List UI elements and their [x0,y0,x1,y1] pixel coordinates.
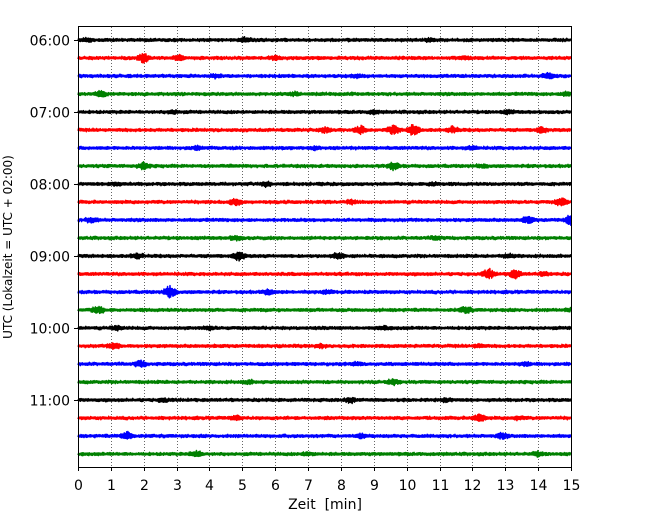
y-axis-label: UTC (Lokalzeit = UTC + 02:00) [1,155,15,339]
x-tick-label: 5 [238,478,247,494]
trace-0830 [77,214,572,227]
trace-0600 [77,35,572,44]
trace-0845 [77,234,572,242]
trace-0645 [77,89,572,98]
x-tick-label: 2 [140,478,149,494]
x-tick-label: 13 [497,478,515,494]
y-ticks: 06:00 07:00 08:00 09:00 10:00 11:00 [30,34,78,410]
x-tick-label: 6 [271,478,280,494]
trace-0615 [77,53,572,64]
trace-0915 [77,267,572,280]
y-tick-label: 11:00 [30,394,70,410]
y-tick-label: 10:00 [30,322,70,338]
traces [77,35,572,458]
x-tick-label: 7 [304,478,313,494]
trace-0715 [77,123,572,136]
y-tick-label: 07:00 [30,106,70,122]
x-ticks: 0 1 2 3 4 5 6 7 8 9 10 11 12 13 14 15 [74,467,580,494]
trace-0815 [77,197,572,207]
plot-frame [78,26,572,468]
y-tick-label: 09:00 [30,250,70,266]
x-tick-label: 15 [563,478,581,494]
trace-0700 [77,108,572,116]
x-tick-label: 4 [205,478,214,494]
trace-1100 [77,396,572,405]
trace-1015 [77,342,572,351]
x-tick-label: 12 [464,478,482,494]
x-tick-label: 3 [173,478,182,494]
x-grid [111,27,539,467]
trace-1115 [77,413,572,422]
trace-0800 [77,180,572,189]
trace-1030 [77,359,572,368]
trace-1130 [77,430,572,440]
trace-1000 [77,324,572,332]
trace-0745 [77,160,572,172]
trace-0930 [77,284,572,299]
trace-0900 [77,251,572,262]
x-tick-label: 10 [399,478,417,494]
x-tick-label: 14 [530,478,548,494]
x-tick-label: 0 [74,478,83,494]
y-tick-label: 06:00 [30,34,70,50]
x-axis-label: Zeit [min] [288,497,362,513]
trace-1045 [77,378,572,387]
trace-0630 [77,71,572,80]
x-tick-label: 9 [370,478,379,494]
trace-0730 [77,144,572,152]
y-tick-label: 08:00 [30,178,70,194]
x-tick-label: 11 [432,478,450,494]
trace-0945 [77,305,572,315]
trace-1145 [77,449,572,458]
x-tick-label: 8 [337,478,346,494]
x-tick-label: 1 [107,478,116,494]
